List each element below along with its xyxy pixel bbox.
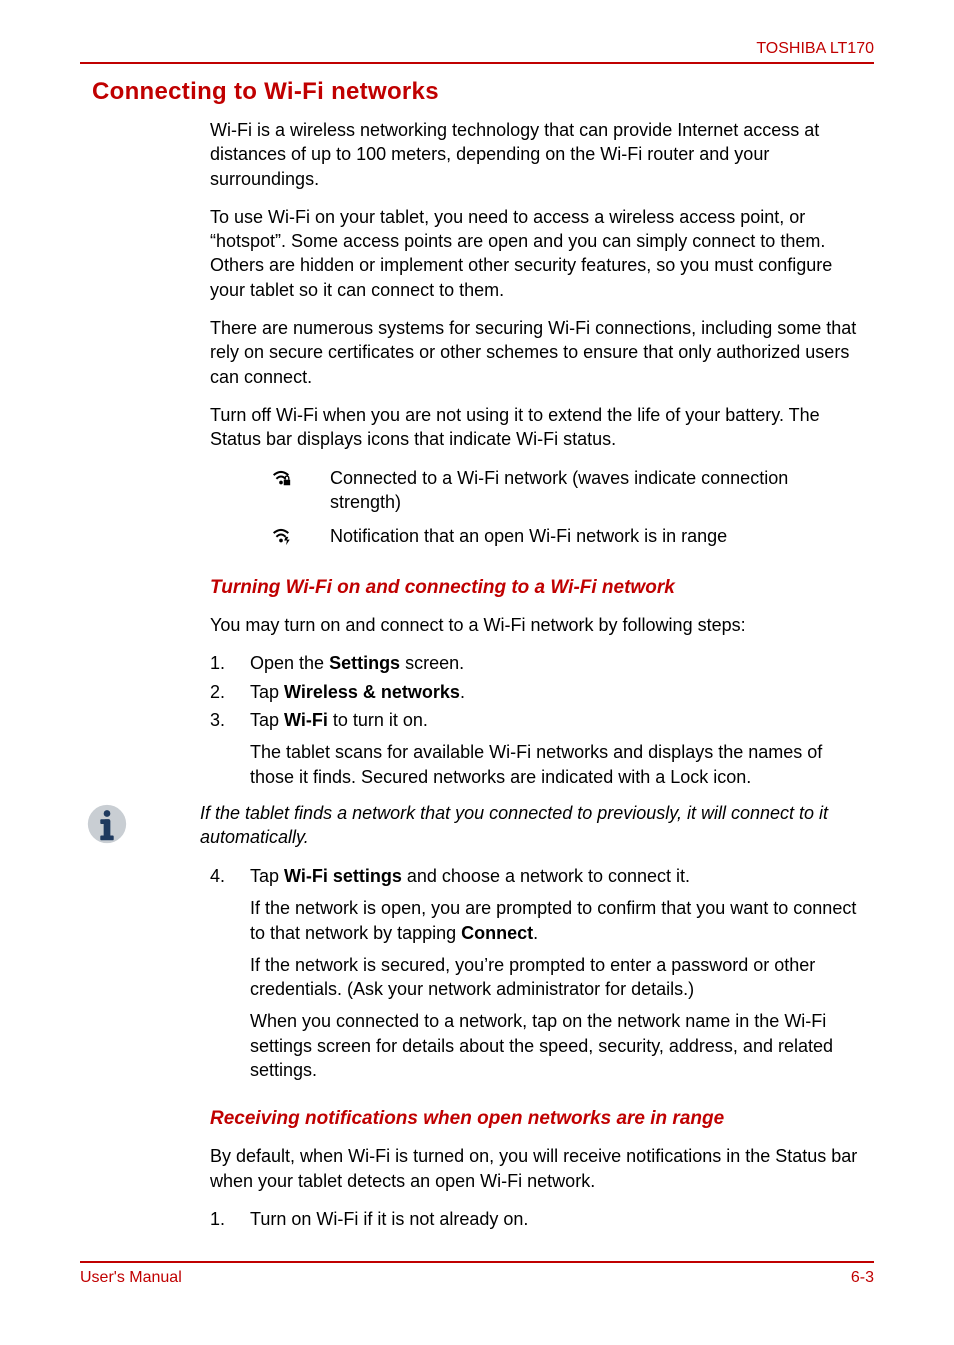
step-4-sub3: When you connected to a network, tap on … [250, 1009, 864, 1082]
sub2-intro: By default, when Wi-Fi is turned on, you… [210, 1144, 864, 1193]
status-row-connected: Connected to a Wi-Fi network (waves indi… [270, 466, 864, 515]
intro-para-3: There are numerous systems for securing … [210, 316, 864, 389]
step-4: Tap Wi-Fi settings and choose a network … [210, 864, 864, 1082]
intro-para-1: Wi-Fi is a wireless networking technolog… [210, 118, 864, 191]
step-2: Tap Wireless & networks. [210, 680, 864, 704]
steps-list-1: Open the Settings screen. Tap Wireless &… [210, 651, 864, 788]
status-row-open: Notification that an open Wi-Fi network … [270, 524, 864, 551]
note-text: If the tablet finds a network that you c… [200, 801, 864, 850]
sub1-title: Turning Wi-Fi on and connecting to a Wi-… [210, 577, 864, 599]
wifi-open-icon [270, 524, 330, 551]
info-icon [80, 801, 140, 852]
step-3-sub: The tablet scans for available Wi-Fi net… [250, 740, 864, 789]
status-text-open: Notification that an open Wi-Fi network … [330, 524, 727, 548]
steps-list-2: Tap Wi-Fi settings and choose a network … [210, 864, 864, 1082]
sub2-step-1: Turn on Wi-Fi if it is not already on. [210, 1207, 864, 1231]
step-4-sub2: If the network is secured, you’re prompt… [250, 953, 864, 1002]
step-1: Open the Settings screen. [210, 651, 864, 675]
intro-para-4: Turn off Wi-Fi when you are not using it… [210, 403, 864, 452]
footer-left: User's Manual [80, 1269, 182, 1287]
note-row: If the tablet finds a network that you c… [80, 801, 864, 852]
header-rule [80, 62, 874, 64]
footer-right: 6-3 [851, 1269, 874, 1287]
sub2-title: Receiving notifications when open networ… [210, 1108, 864, 1130]
step-4-sub1: If the network is open, you are prompted… [250, 896, 864, 945]
step-3: Tap Wi-Fi to turn it on. The tablet scan… [210, 708, 864, 789]
sub1-intro: You may turn on and connect to a Wi-Fi n… [210, 613, 864, 637]
steps-list-3: Turn on Wi-Fi if it is not already on. [210, 1207, 864, 1231]
wifi-lock-icon [270, 466, 330, 493]
section-title: Connecting to Wi-Fi networks [92, 78, 874, 106]
header-product: TOSHIBA LT170 [80, 40, 874, 62]
intro-para-2: To use Wi-Fi on your tablet, you need to… [210, 205, 864, 302]
status-text-connected: Connected to a Wi-Fi network (waves indi… [330, 466, 864, 515]
